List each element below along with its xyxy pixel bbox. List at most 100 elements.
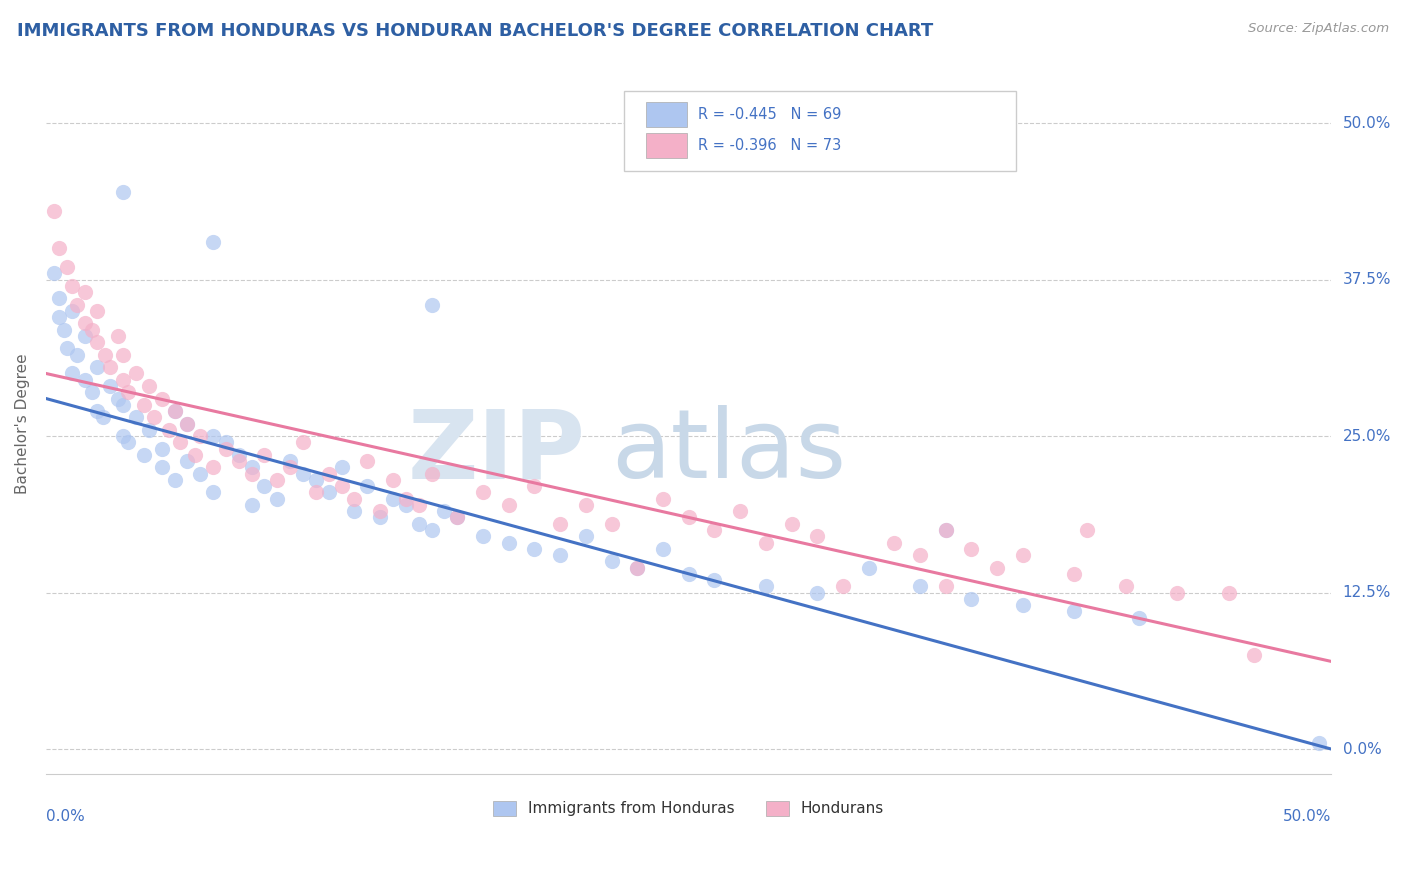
Point (112, 185, 135, 199)
Text: 50.0%: 50.0% (1284, 809, 1331, 824)
Point (48, 310, 70, 325)
Point (266, 491, 288, 506)
Point (408, 516, 430, 531)
Point (86, 335, 108, 350)
Point (91, 410, 114, 425)
Point (228, 454, 250, 468)
Point (960, 541, 983, 556)
Point (678, 566, 700, 581)
Point (163, 404, 186, 418)
Point (176, 417, 198, 431)
Point (73, 373, 96, 387)
Text: R = -0.445   N = 69: R = -0.445 N = 69 (697, 107, 841, 122)
Point (292, 435, 315, 450)
Text: ZIP: ZIP (408, 405, 586, 498)
Point (935, 523, 957, 537)
Point (343, 491, 366, 506)
Point (73, 285, 96, 299)
Point (986, 560, 1008, 574)
Point (132, 448, 155, 462)
Point (498, 498, 520, 512)
Point (66, 297, 89, 311)
Text: 50.0%: 50.0% (1343, 116, 1391, 130)
Point (832, 579, 855, 593)
Point (600, 516, 623, 531)
Point (330, 460, 353, 475)
Text: 37.5%: 37.5% (1343, 272, 1391, 287)
Point (253, 479, 276, 493)
Point (107, 329, 129, 343)
Point (188, 467, 211, 481)
Point (382, 491, 405, 506)
Point (368, 510, 391, 524)
Point (908, 548, 931, 562)
Point (420, 523, 443, 537)
Point (858, 560, 880, 574)
Point (703, 573, 725, 587)
Text: 0.0%: 0.0% (1343, 741, 1381, 756)
Point (343, 504, 366, 518)
Point (575, 498, 598, 512)
Point (42, 203, 65, 218)
Point (86, 360, 108, 375)
Point (1063, 604, 1085, 618)
Point (142, 410, 165, 425)
Point (228, 448, 250, 462)
Point (368, 504, 391, 518)
Bar (647, 102, 688, 127)
Point (1063, 566, 1085, 581)
Point (163, 473, 186, 487)
Point (678, 510, 700, 524)
Bar (647, 133, 688, 158)
Point (883, 535, 905, 549)
Legend: Immigrants from Honduras, Hondurans: Immigrants from Honduras, Hondurans (488, 795, 890, 822)
Point (132, 398, 155, 412)
Point (382, 473, 405, 487)
Point (94, 348, 117, 362)
Point (266, 473, 288, 487)
Point (305, 473, 328, 487)
Text: 12.5%: 12.5% (1343, 585, 1391, 600)
Point (1128, 610, 1150, 624)
Point (1308, 736, 1330, 750)
Point (472, 529, 495, 543)
Point (138, 379, 160, 393)
Text: 25.0%: 25.0% (1343, 428, 1391, 443)
Point (73, 329, 96, 343)
Point (472, 485, 495, 500)
Point (1115, 579, 1137, 593)
Point (202, 235, 225, 249)
Point (86, 304, 108, 318)
Text: atlas: atlas (612, 405, 846, 498)
Point (935, 579, 957, 593)
Point (169, 435, 191, 450)
Point (652, 541, 675, 556)
Point (112, 348, 135, 362)
Point (52, 323, 75, 337)
Point (125, 367, 148, 381)
Y-axis label: Bachelor's Degree: Bachelor's Degree (15, 353, 30, 494)
Point (188, 429, 211, 443)
Point (305, 485, 328, 500)
Point (112, 429, 135, 443)
Point (202, 429, 225, 443)
Point (112, 398, 135, 412)
Point (42, 266, 65, 280)
Point (112, 373, 135, 387)
Point (60, 367, 83, 381)
Point (117, 385, 139, 400)
Point (318, 485, 340, 500)
Point (626, 560, 648, 574)
Point (703, 523, 725, 537)
Point (150, 460, 173, 475)
Point (240, 460, 263, 475)
Point (48, 291, 70, 305)
Point (728, 504, 751, 518)
Point (935, 523, 957, 537)
Point (215, 435, 238, 450)
Point (55, 260, 77, 274)
Point (330, 479, 353, 493)
Point (202, 460, 225, 475)
Point (575, 529, 598, 543)
Point (498, 535, 520, 549)
